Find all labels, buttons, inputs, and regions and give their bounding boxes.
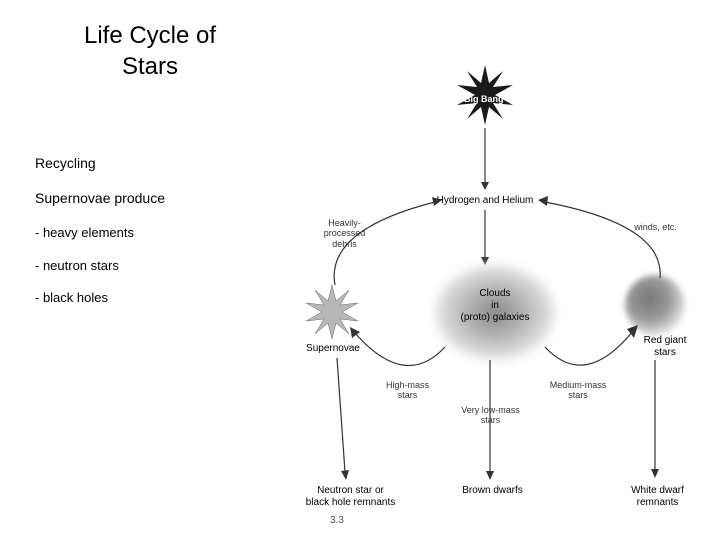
- brown-dwarfs-label: Brown dwarfs: [455, 485, 530, 497]
- arrow-supernova-remnants: [332, 358, 352, 480]
- arrow-bigbang-hhe: [480, 128, 490, 190]
- label-high-mass: High-mass stars: [380, 380, 435, 401]
- bullet-black-holes: - black holes: [35, 290, 108, 305]
- page-title: Life Cycle of Stars: [60, 20, 240, 82]
- subtitle-recycling: Recycling: [35, 155, 96, 171]
- clouds-label: Clouds in (proto) galaxies: [450, 288, 540, 324]
- arrow-redgiant-whitedwarf: [650, 360, 660, 478]
- arrow-hhe-clouds: [480, 210, 490, 265]
- label-very-low-mass: Very low-mass stars: [453, 405, 528, 426]
- white-dwarf-label: White dwarf remnants: [620, 485, 695, 509]
- neutron-bh-label: Neutron star or black hole remnants: [298, 485, 403, 509]
- subtitle-supernovae: Supernovae produce: [35, 190, 165, 206]
- label-winds: winds, etc.: [628, 222, 683, 232]
- label-medium-mass: Medium-mass stars: [543, 380, 613, 401]
- label-heavily-processed: Heavily- processed debris: [317, 218, 372, 249]
- arrow-redgiant-hhe: [530, 190, 670, 285]
- bullet-heavy-elements: - heavy elements: [35, 225, 134, 240]
- life-cycle-diagram: Big Bang Hydrogen and Helium Clouds in (…: [270, 50, 710, 520]
- bullet-neutron-stars: - neutron stars: [35, 258, 119, 273]
- figure-number: 3.3: [330, 515, 344, 526]
- big-bang-label: Big Bang: [464, 94, 504, 104]
